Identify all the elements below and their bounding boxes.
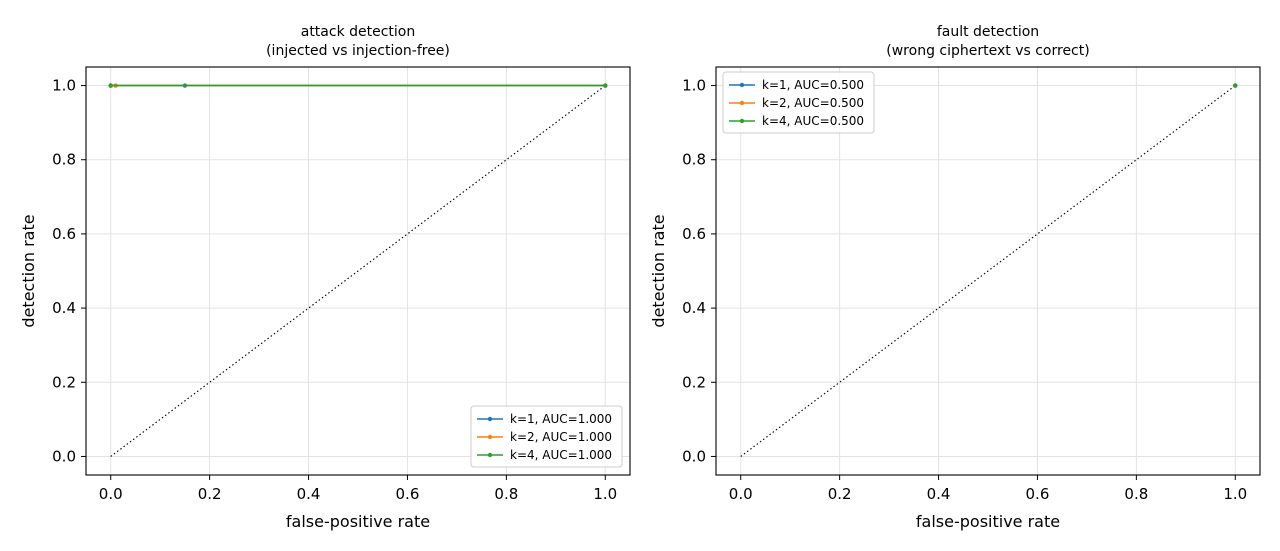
legend: k=1, AUC=0.500 k=2, AUC=0.500 k=4, AUC=0.5… xyxy=(722,71,875,134)
y-tick-label: 0.6 xyxy=(682,225,706,243)
series-3 xyxy=(108,83,608,88)
legend-item: k=4, AUC=1.000 xyxy=(477,448,612,462)
x-axis-label: false-positive rate xyxy=(916,512,1060,531)
y-tick-label: 0.4 xyxy=(52,299,76,317)
y-tick-label: 0.6 xyxy=(52,225,76,243)
chart-panel-1: 0.0 0.2 0.4 0.6 0.8 1.0 0.0 0.2 0.4 0.6 0.8 1.0 atta… xyxy=(19,24,631,531)
y-tick-label: 1.0 xyxy=(682,77,706,95)
x-tick-label: 0.2 xyxy=(828,485,852,503)
legend-item: k=4, AUC=0.500 xyxy=(729,114,864,128)
legend-item: k=2, AUC=0.500 xyxy=(729,96,864,110)
chance-diagonal-line xyxy=(110,85,606,457)
x-tick-label: 1.0 xyxy=(1223,485,1247,503)
y-tick-label: 0.2 xyxy=(52,373,76,391)
x-tick-label: 0.4 xyxy=(927,485,951,503)
series-point xyxy=(1233,83,1238,88)
legend-label: k=4, AUC=0.500 xyxy=(762,114,864,128)
x-tick-label: 0.2 xyxy=(198,485,222,503)
chart-panel-2: 0.0 0.2 0.4 0.6 0.8 1.0 0.0 0.2 0.4 0.6 0.8 1.0 faul… xyxy=(649,24,1261,531)
x-tick-label: 0.6 xyxy=(396,485,420,503)
legend-label: k=4, AUC=1.000 xyxy=(510,448,612,462)
x-tick-label: 0.6 xyxy=(1026,485,1050,503)
x-tick-label: 1.0 xyxy=(593,485,617,503)
series-3 xyxy=(1233,83,1238,88)
x-tick-label: 0.0 xyxy=(99,485,123,503)
y-tick-label: 0.2 xyxy=(682,373,706,391)
legend-label: k=1, AUC=0.500 xyxy=(762,78,864,92)
legend-swatch-marker xyxy=(487,452,493,458)
legend-label: k=2, AUC=0.500 xyxy=(762,96,864,110)
legend-item: k=1, AUC=1.000 xyxy=(477,412,612,426)
series-point xyxy=(108,83,113,88)
legend-box xyxy=(722,71,875,134)
legend-swatch-marker xyxy=(739,118,745,124)
x-tick-label: 0.8 xyxy=(1124,485,1148,503)
chart-subtitle: (injected vs injection-free) xyxy=(266,43,450,59)
legend-item: k=1, AUC=0.500 xyxy=(729,78,864,92)
y-axis-label: detection rate xyxy=(19,214,38,327)
y-tick-label: 0.4 xyxy=(682,299,706,317)
chart-subtitle: (wrong ciphertext vs correct) xyxy=(886,43,1089,59)
y-tick-label: 0.0 xyxy=(682,447,706,465)
legend-swatch-marker xyxy=(487,416,493,422)
chart-title: attack detection xyxy=(301,24,416,40)
y-tick-label: 0.8 xyxy=(52,151,76,169)
plot-frame xyxy=(85,66,631,476)
legend-swatch-marker xyxy=(739,100,745,106)
legend-item: k=2, AUC=1.000 xyxy=(477,430,612,444)
legend-swatch-marker xyxy=(739,82,745,88)
y-tick-label: 1.0 xyxy=(52,77,76,95)
legend-label: k=1, AUC=1.000 xyxy=(510,412,612,426)
x-axis-label: false-positive rate xyxy=(286,512,430,531)
series-point xyxy=(603,83,608,88)
y-tick-label: 0.0 xyxy=(52,447,76,465)
y-axis-label: detection rate xyxy=(649,214,668,327)
legend-label: k=2, AUC=1.000 xyxy=(510,430,612,444)
y-tick-label: 0.8 xyxy=(682,151,706,169)
legend-swatch-marker xyxy=(487,434,493,440)
legend: k=1, AUC=1.000 k=2, AUC=1.000 k=4, AUC=1.0… xyxy=(470,405,623,468)
legend-box xyxy=(470,405,623,468)
x-tick-label: 0.8 xyxy=(494,485,518,503)
chance-diagonal-line xyxy=(740,85,1236,457)
x-tick-label: 0.4 xyxy=(297,485,321,503)
chart-title: fault detection xyxy=(937,24,1039,40)
x-tick-label: 0.0 xyxy=(729,485,753,503)
plot-frame xyxy=(715,66,1261,476)
